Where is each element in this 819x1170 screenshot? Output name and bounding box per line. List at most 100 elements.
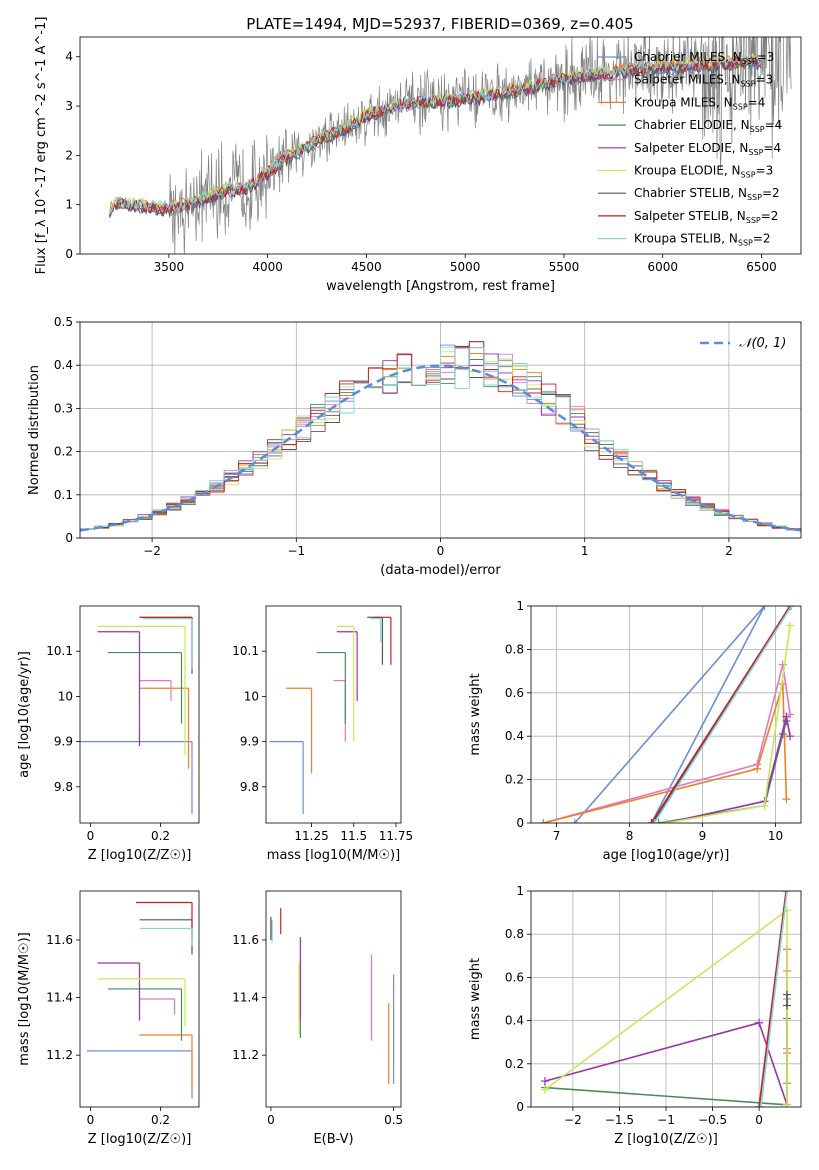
- x-tick-label: −0.5: [698, 1113, 727, 1127]
- legend-entry: Kroupa MILES, NSSP=4: [634, 95, 765, 111]
- y-axis-label: age [log10(age/yr)]: [17, 651, 32, 778]
- legend-entry: Chabrier MILES, NSSP=3: [634, 50, 774, 66]
- plot-area: [269, 616, 392, 814]
- y-tick-label: 11.2: [46, 1048, 73, 1062]
- panel-spectrum: 3500 4000 4500 5000 5500 6000 6500 0 1 2 3 4 wavelen…: [34, 17, 802, 294]
- legend-entry: Salpeter STELIB, NSSP=2: [634, 209, 778, 225]
- x-tick-label: −1: [287, 544, 305, 558]
- y-tick-label: 0.4: [54, 358, 73, 372]
- x-axis-label: age [log10(age/yr)]: [603, 848, 730, 863]
- x-tick-label: 0: [87, 829, 95, 843]
- x-tick-label: 3500: [154, 260, 185, 274]
- weight-point: [654, 819, 663, 823]
- y-tick-label: 1: [516, 884, 524, 898]
- x-tick-label: 4500: [351, 260, 382, 274]
- panel-age_vs_mass: 11.25 11.5 11.75 9.8 9.9 10 10.1 mass [log10(M/…: [232, 605, 413, 863]
- y-axis-label: mass [log10(M/M☉)]: [17, 932, 32, 1065]
- axes-frame: [79, 36, 802, 255]
- x-tick-label: 7: [553, 829, 561, 843]
- legend-value: =3: [756, 164, 774, 178]
- x-tick-label: 8: [626, 829, 634, 843]
- weight-point: [756, 1103, 765, 1107]
- y-tick-label: 0.4: [505, 729, 524, 743]
- axes-frame: [79, 321, 802, 539]
- y-tick-label: 0.8: [505, 642, 524, 656]
- weight-series-line: [543, 683, 788, 823]
- weight-point: [783, 891, 792, 895]
- x-tick-label: 5500: [549, 260, 580, 274]
- legend-value: =2: [761, 209, 779, 223]
- y-tick-label: 0.4: [505, 1014, 524, 1028]
- y-tick-label: 0.5: [54, 315, 73, 329]
- weight-point: [783, 1001, 792, 1010]
- grid: [531, 605, 801, 824]
- legend-value: =2: [762, 186, 780, 200]
- plot-area: [539, 606, 796, 823]
- x-axis-label: (data-model)/error: [380, 563, 501, 578]
- panel-mass_vs_Z: 0 0.2 11.2 11.4 11.6 Z [log10(Z/Z☉)] mass [log…: [17, 890, 200, 1147]
- y-tick-label: 10: [58, 689, 73, 703]
- x-axis-label: E(B-V): [313, 1132, 353, 1147]
- x-tick-label: 2: [725, 544, 733, 558]
- residual-legend: 𝒩(0, 1): [700, 336, 786, 351]
- y-axis-label: mass weight: [468, 958, 483, 1040]
- weight-point: [786, 732, 795, 741]
- panel-residuals: −2 −1 0 1 2 0 0.1 0.2 0.3 0.4 0.5 (data-model)/erro…: [27, 315, 802, 578]
- x-tick-label: 4000: [252, 260, 283, 274]
- legend-subscript: SSP: [733, 102, 748, 111]
- legend-entry: Kroupa STELIB, NSSP=2: [634, 232, 771, 248]
- ticks: 11.25 11.5 11.75 9.8 9.9 10 10.1: [232, 644, 413, 843]
- x-tick-label: −1: [657, 1113, 675, 1127]
- x-tick-label: 0: [437, 544, 445, 558]
- y-tick-label: 0.2: [505, 1057, 524, 1071]
- legend-subscript: SSP: [741, 80, 756, 89]
- y-axis-label: Normed distribution: [27, 365, 42, 495]
- x-tick-label: −1.5: [605, 1113, 634, 1127]
- y-tick-label: 11.4: [46, 991, 73, 1005]
- axes-frame: [79, 890, 200, 1108]
- legend-value: =4: [765, 118, 783, 132]
- y-tick-label: 11.2: [232, 1048, 259, 1062]
- legend-entry: Salpeter ELODIE, NSSP=4: [634, 141, 781, 157]
- weight-series-line: [650, 606, 791, 823]
- y-tick-label: 10: [244, 689, 259, 703]
- legend-entry: Kroupa ELODIE, NSSP=3: [634, 164, 773, 180]
- axes-frame: [265, 890, 402, 1108]
- plot-area: [80, 616, 193, 814]
- ticks: 3500 4000 4500 5000 5500 6000 6500 0 1 2 3 4: [65, 50, 776, 274]
- legend-value: =3: [756, 73, 774, 87]
- legend-subscript: SSP: [742, 57, 757, 66]
- x-tick-label: −2: [564, 1113, 582, 1127]
- y-tick-label: 0.6: [505, 686, 524, 700]
- weight-point: [650, 819, 659, 823]
- legend-value: =3: [757, 50, 775, 64]
- weight-point: [540, 1077, 549, 1086]
- weight-point: [662, 819, 670, 823]
- y-tick-label: 0.1: [54, 488, 73, 502]
- x-tick-label: 0.2: [151, 829, 170, 843]
- legend-subscript: SSP: [746, 216, 761, 225]
- legend-value: =2: [753, 232, 771, 246]
- y-tick-label: 11.4: [232, 991, 259, 1005]
- weight-point: [539, 819, 548, 823]
- ticks: 0 0.2 9.8 9.9 10 10.1: [46, 644, 170, 843]
- x-axis-label: Z [log10(Z/Z☉)]: [88, 1132, 192, 1147]
- x-tick-label: 5000: [450, 260, 481, 274]
- x-tick-label: 9: [699, 829, 707, 843]
- x-tick-label: 1: [581, 544, 589, 558]
- y-tick-label: 0: [516, 1100, 524, 1114]
- figure-title: PLATE=1494, MJD=52937, FIBERID=0369, z=0…: [246, 15, 633, 33]
- x-tick-label: 11.25: [294, 829, 328, 843]
- y-tick-label: 4: [65, 50, 73, 64]
- plot-area: [270, 908, 395, 1084]
- legend-subscript: SSP: [738, 239, 753, 248]
- weight-point: [786, 621, 795, 630]
- weight-point: [570, 819, 579, 823]
- y-axis-label: Flux [f_λ 10^-17 erg cm^-2 s^-1 A^-1]: [34, 17, 49, 275]
- axes-frame: [530, 890, 802, 1108]
- y-tick-label: 0.3: [54, 401, 73, 415]
- y-tick-label: 1: [65, 198, 73, 212]
- normal-curve: [80, 364, 801, 532]
- x-tick-label: 0: [267, 1113, 275, 1127]
